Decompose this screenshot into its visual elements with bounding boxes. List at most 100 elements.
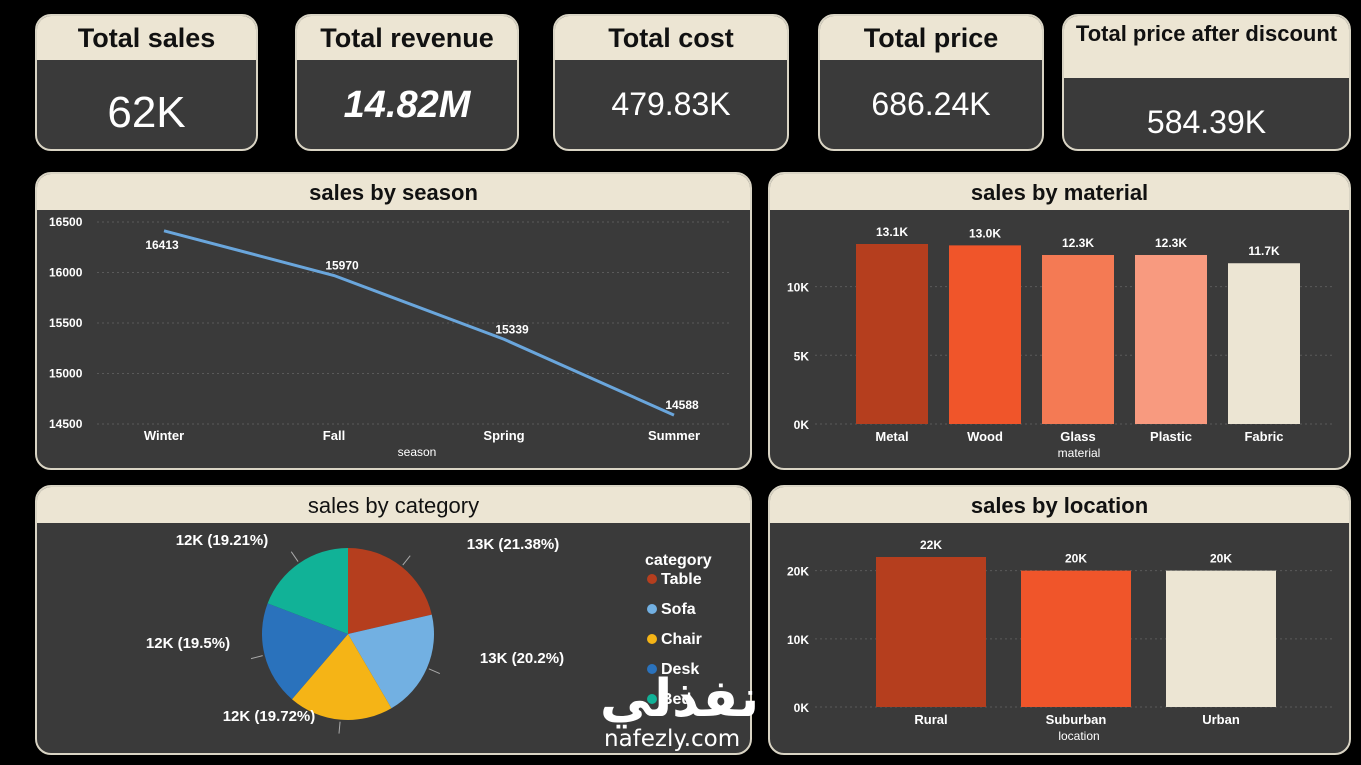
legend-swatch [647,604,657,614]
x-tick-label: Urban [1202,712,1240,727]
chart-sales-by-location: sales by location 20K 10K 0K 22K Rural 20K Sub… [768,485,1351,755]
data-label: 12K (19.5%) [146,635,230,652]
bar-wood [949,245,1021,424]
x-tick-label: Rural [914,712,947,727]
chart-title: sales by material [770,174,1349,210]
line-chart: 16500 16000 15500 15000 14500 16413 Winter 1597… [49,215,732,459]
kpi-card-total-sales: Total sales 62K [35,14,258,151]
series-line [163,229,675,417]
kpi-value: 62K [107,88,186,137]
bar-plastic [1135,254,1207,424]
bar-urban [1166,570,1276,707]
legend-entry-desk: Desk [661,661,699,678]
kpi-title: Total price after discount [1064,16,1349,78]
bar-fabric [1228,263,1300,424]
data-label: 12K (19.21%) [176,532,269,549]
y-tick-label: 14500 [49,417,83,431]
chart-sales-by-material: sales by material 10K 5K 0K 13.1K Metal 13.0K… [768,172,1351,470]
bar-chart: 20K 10K 0K 22K Rural 20K Suburban 20K Urban locat… [787,538,1335,743]
legend-entry-bed: Bed [661,691,691,708]
kpi-title: Total cost [555,16,787,60]
pie-slice-sofa [348,614,435,709]
pie-slice-chair [291,634,392,720]
data-label: 11.7K [1248,244,1280,258]
kpi-card-total-price: Total price 686.24K [818,14,1044,151]
x-axis-label: location [1058,729,1099,743]
data-label: 20K [1065,552,1087,566]
y-tick-label: 10K [787,281,809,295]
pie-slice-table [348,548,432,634]
data-label: 13K (20.2%) [480,650,564,667]
kpi-value: 686.24K [871,86,991,122]
data-label: 12.3K [1155,236,1187,250]
kpi-value: 479.83K [611,86,731,122]
y-tick-label: 10K [787,633,809,647]
kpi-card-total-revenue: Total revenue 14.82M [295,14,519,151]
kpi-value: 584.39K [1146,104,1267,140]
y-tick-label: 0K [794,701,810,715]
legend-swatch [647,634,657,644]
watermark-latin: nafezly.com [604,726,741,752]
y-tick-label: 5K [794,349,810,363]
x-axis-label: season [398,445,437,459]
data-label: 20K [1210,552,1232,566]
leader-line [338,721,341,734]
leader-line [428,668,441,675]
x-tick-label: Summer [648,428,700,443]
data-label: 14588 [665,398,699,412]
watermark-arabic: نفذلي [600,669,760,729]
data-label: 16413 [145,238,179,252]
data-label: 15970 [325,259,359,273]
pie-slice-desk [262,603,348,700]
y-tick-label: 15500 [49,316,83,330]
leader-line [290,551,299,562]
x-tick-label: Winter [144,428,184,443]
chart-title: sales by season [37,174,750,210]
y-tick-label: 15000 [49,367,83,381]
leader-line [250,655,263,660]
chart-sales-by-season: sales by season 16500 16000 15500 15000 1450… [35,172,752,470]
chart-title: sales by location [770,487,1349,523]
legend-entry-table: Table [661,571,702,588]
x-tick-label: Metal [875,429,908,444]
bar-suburban [1021,570,1131,707]
bar-rural [876,557,986,707]
data-label: 22K [920,538,942,552]
x-tick-label: Fall [323,428,345,443]
x-tick-label: Fabric [1244,429,1283,444]
watermark-logo: نفذلي nafezly.com [600,672,759,752]
x-tick-label: Plastic [1150,429,1192,444]
y-tick-label: 16500 [49,215,83,229]
legend-swatch [647,664,657,674]
pie-slice-bed [267,548,348,634]
x-tick-label: Wood [967,429,1003,444]
bar-glass [1042,254,1114,424]
x-tick-label: Glass [1060,429,1095,444]
kpi-title: Total price [820,16,1042,60]
legend-entry-sofa: Sofa [661,601,696,618]
data-label: 13.1K [876,225,908,239]
bar-chart: 10K 5K 0K 13.1K Metal 13.0K Wood 12.3K Glass 12.3… [787,225,1335,460]
kpi-card-total-price-after-discount: Total price after discount 584.39K [1062,14,1351,151]
chart-title: sales by category [37,487,750,523]
kpi-title: Total sales [37,16,256,60]
data-label: 13.0K [969,226,1001,240]
data-label: 15339 [495,322,529,336]
kpi-value: 14.82M [343,84,471,126]
kpi-card-total-cost: Total cost 479.83K [553,14,789,151]
data-label: 13K (21.38%) [467,536,560,553]
data-label: 12.3K [1062,236,1094,250]
y-tick-label: 20K [787,565,809,579]
legend-swatch [647,574,657,584]
data-label: 12K (19.72%) [223,708,316,725]
y-tick-label: 0K [794,418,810,432]
x-tick-label: Spring [483,428,524,443]
legend-title: category [645,552,712,569]
legend-entry-chair: Chair [661,631,702,648]
x-axis-label: material [1058,446,1101,460]
chart-sales-by-category: sales by category 13K (21.38%) 13K (20.2%… [35,485,752,755]
legend-swatch [647,694,657,704]
bar-metal [856,244,928,424]
x-tick-label: Suburban [1046,712,1107,727]
kpi-title: Total revenue [297,16,517,60]
